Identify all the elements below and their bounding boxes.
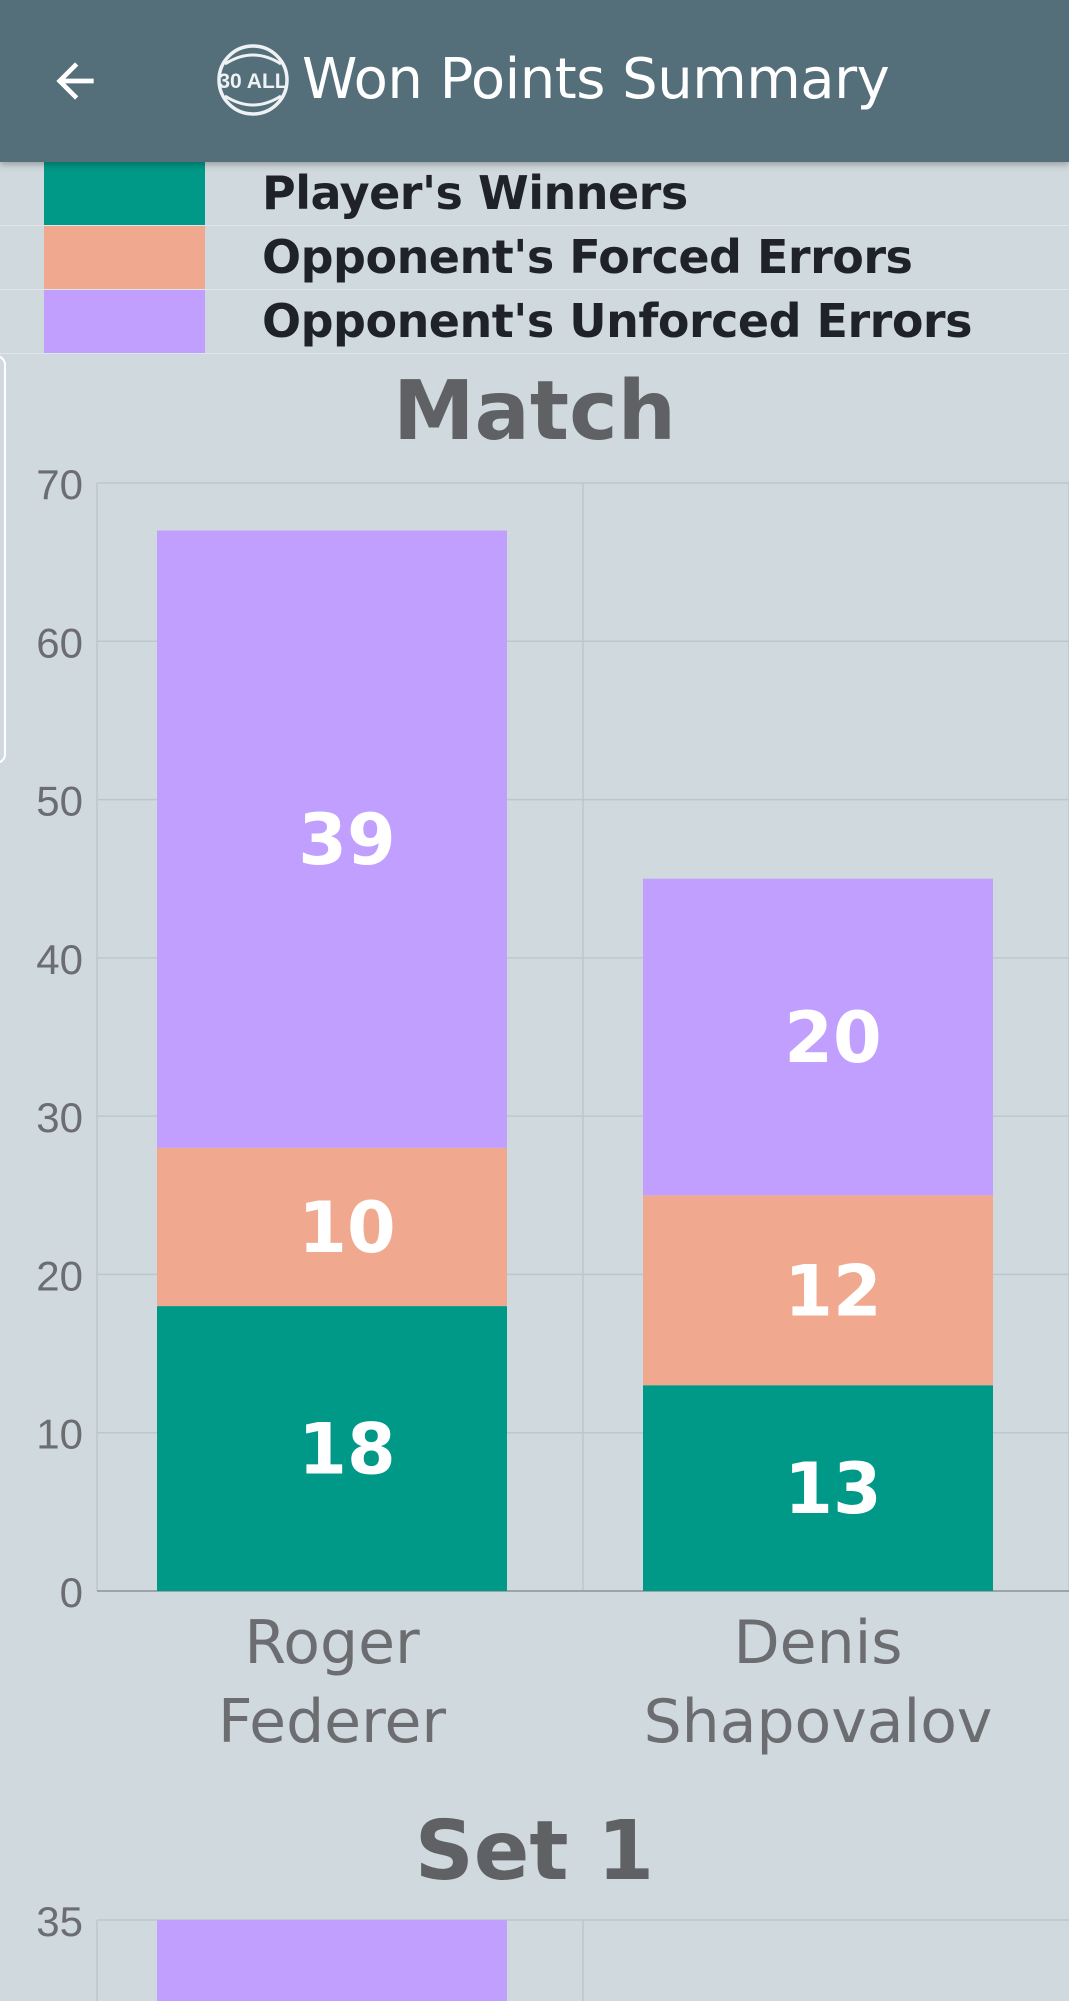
chart-legend: Player's Winners Opponent's Forced Error… [0,162,1069,354]
bar-value-label: 10 [298,1187,395,1269]
legend-label-unforced: Opponent's Unforced Errors [262,294,973,348]
svg-text:30 ALL: 30 ALL [218,70,287,93]
legend-label-forced: Opponent's Forced Errors [262,230,913,284]
bar-value-label: 12 [784,1250,881,1332]
chart-title-set1: Set 1 [414,1804,655,1899]
legend-item-unforced: Opponent's Unforced Errors [0,290,1069,354]
legend-swatch-winners [44,162,205,225]
x-category-label: Roger [244,1608,420,1678]
bar-value-label: 20 [784,997,881,1079]
legend-swatch-forced [44,226,205,289]
legend-item-forced: Opponent's Forced Errors [0,226,1069,290]
bar-value-label: 18 [298,1409,395,1491]
y-tick-label: 50 [36,778,83,825]
y-tick-label: 30 [36,1094,83,1141]
y-tick-label: 20 [36,1252,83,1299]
bar-value-label: 13 [784,1448,881,1530]
arrow-left-icon [56,62,94,100]
match-chart: 0 10 20 30 40 50 60 70 18 10 39 Roger Federer 13 12 20 D… [36,461,1069,1757]
bar-segment [643,1195,993,1386]
set1-chart: 35 [36,1898,1069,2001]
back-button[interactable] [30,36,120,126]
x-category-label: Denis [733,1608,902,1678]
app-bar: 30 ALL Won Points Summary [0,0,1069,162]
bar-value-label: 39 [298,799,395,881]
y-tick-label: 35 [36,1898,83,1945]
y-tick-label: 60 [36,619,83,666]
legend-swatch-unforced [44,290,205,353]
legend-label-winners: Player's Winners [262,166,688,220]
y-tick-label: 40 [36,936,83,983]
bar-segment [157,1920,507,2001]
x-category-label: Federer [218,1687,446,1757]
bar-segment [157,1306,507,1591]
legend-item-winners: Player's Winners [0,162,1069,226]
y-tick-label: 70 [36,461,83,508]
chart-title-match: Match [392,364,677,459]
bar-segment [157,1147,507,1307]
bar-segment [157,530,507,1148]
app-logo: 30 ALL [217,44,289,116]
bar-segment [643,878,993,1196]
x-category-label: Shapovalov [644,1687,993,1757]
bar-segment [643,1385,993,1591]
y-tick-label: 0 [60,1569,83,1616]
y-tick-label: 10 [36,1411,83,1458]
page-title: Won Points Summary [302,47,890,112]
